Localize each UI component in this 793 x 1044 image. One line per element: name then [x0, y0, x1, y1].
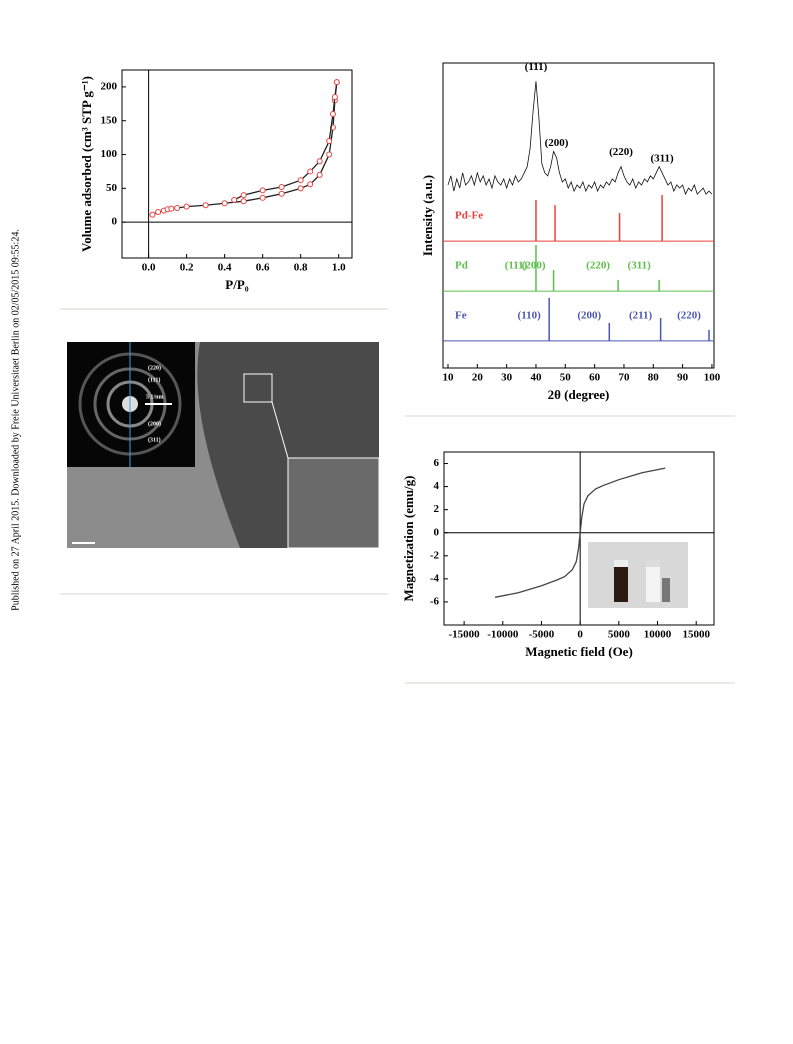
- y-axis-label: Magnetization (emu/g): [401, 475, 416, 601]
- data-point: [331, 94, 338, 101]
- x-tick-label: 0.6: [256, 262, 270, 274]
- data-point: [326, 151, 333, 158]
- x-tick-label: 0: [577, 629, 583, 641]
- data-point: [168, 205, 175, 212]
- reference-label: (110): [518, 309, 542, 321]
- peak-annotation: (200): [545, 137, 569, 149]
- x-tick-label: 20: [472, 372, 484, 384]
- plot-frame: [121, 69, 353, 259]
- data-point: [329, 110, 336, 117]
- reference-name: Pd: [455, 260, 468, 272]
- plot-frame: [442, 62, 715, 369]
- x-tick-label: 0.4: [218, 262, 232, 274]
- reference-label: (200): [522, 260, 546, 272]
- vial-photo: [588, 542, 688, 608]
- data-point: [307, 168, 314, 175]
- data-point: [297, 177, 304, 184]
- x-tick-label: 70: [618, 372, 630, 384]
- tem-image: (220) (111) (200) (311) 5 1/nm: [67, 342, 380, 549]
- peak-annotation: (111): [525, 61, 548, 73]
- x-axis-label: P/P₀: [225, 277, 248, 292]
- series-line: [447, 81, 713, 196]
- y-tick-label: 200: [101, 80, 118, 92]
- x-axis-label: 2θ (degree): [548, 387, 610, 402]
- x-tick-label: -15000: [449, 629, 481, 641]
- data-point: [278, 183, 285, 190]
- data-point: [316, 171, 323, 178]
- x-tick-label: 5000: [608, 629, 631, 641]
- y-tick-label: 6: [434, 457, 440, 469]
- series-line: [233, 82, 338, 201]
- reference-label: (211): [629, 309, 653, 321]
- ring-label: (111): [148, 376, 160, 383]
- y-tick-label: -4: [430, 572, 440, 584]
- x-tick-label: -5000: [529, 629, 555, 641]
- x-tick-label: 40: [530, 372, 542, 384]
- x-tick-label: 30: [501, 372, 513, 384]
- data-point: [231, 196, 238, 203]
- side-note: Published on 27 April 2015. Downloaded b…: [10, 229, 21, 611]
- peak-annotation: (311): [650, 152, 674, 164]
- x-tick-label: 50: [560, 372, 572, 384]
- ring-label: (200): [148, 420, 161, 427]
- scale-label: 5 1/nm: [146, 394, 164, 400]
- y-tick-label: 100: [101, 148, 118, 160]
- x-tick-label: 100: [704, 372, 721, 384]
- data-point: [278, 190, 285, 197]
- data-point: [155, 209, 162, 216]
- reference-label: (311): [628, 260, 652, 272]
- x-tick-label: 60: [589, 372, 601, 384]
- y-axis-label: Intensity (a.u.): [420, 175, 435, 256]
- series-line: [494, 467, 666, 598]
- y-tick-label: 150: [101, 114, 118, 126]
- x-tick-label: 15000: [682, 629, 710, 641]
- peak-annotation: (220): [609, 146, 633, 158]
- y-tick-label: 4: [434, 480, 440, 492]
- x-tick-label: 1.0: [332, 262, 346, 274]
- data-point: [174, 204, 181, 211]
- ring-label: (220): [148, 364, 161, 371]
- plot-frame: [443, 451, 715, 626]
- reference-label: (200): [577, 309, 601, 321]
- x-tick-label: 0.0: [142, 262, 156, 274]
- reference-label: (220): [677, 309, 701, 321]
- data-point: [221, 200, 228, 207]
- x-tick-label: 0.8: [294, 262, 308, 274]
- y-axis-label: Volume adsorbed (cm³ STP g⁻¹): [79, 76, 94, 252]
- y-tick-label: -6: [430, 595, 440, 607]
- data-point: [183, 203, 190, 210]
- reference-label: (220): [586, 260, 610, 272]
- data-point: [297, 185, 304, 192]
- data-point: [307, 181, 314, 188]
- data-point: [259, 187, 266, 194]
- y-tick-label: -2: [430, 549, 440, 561]
- ring-label: (311): [148, 436, 161, 443]
- x-tick-label: -10000: [487, 629, 519, 641]
- data-point: [333, 79, 340, 86]
- x-tick-label: 0.2: [180, 262, 194, 274]
- data-point: [316, 158, 323, 165]
- y-tick-label: 2: [434, 503, 440, 515]
- x-tick-label: 80: [648, 372, 660, 384]
- data-point: [149, 211, 156, 218]
- x-axis-label: Magnetic field (Oe): [525, 644, 633, 659]
- data-point: [326, 138, 333, 145]
- y-tick-label: 0: [112, 216, 118, 228]
- reference-name: Pd-Fe: [455, 210, 483, 222]
- reference-name: Fe: [455, 309, 467, 321]
- data-point: [240, 198, 247, 205]
- x-tick-label: 10000: [644, 629, 672, 641]
- data-point: [240, 192, 247, 199]
- x-tick-label: 90: [677, 372, 689, 384]
- y-tick-label: 50: [106, 182, 118, 194]
- data-point: [259, 194, 266, 201]
- y-tick-label: 0: [434, 526, 440, 538]
- reference-label: (111): [505, 260, 528, 272]
- data-point: [202, 202, 209, 209]
- x-tick-label: 10: [442, 372, 454, 384]
